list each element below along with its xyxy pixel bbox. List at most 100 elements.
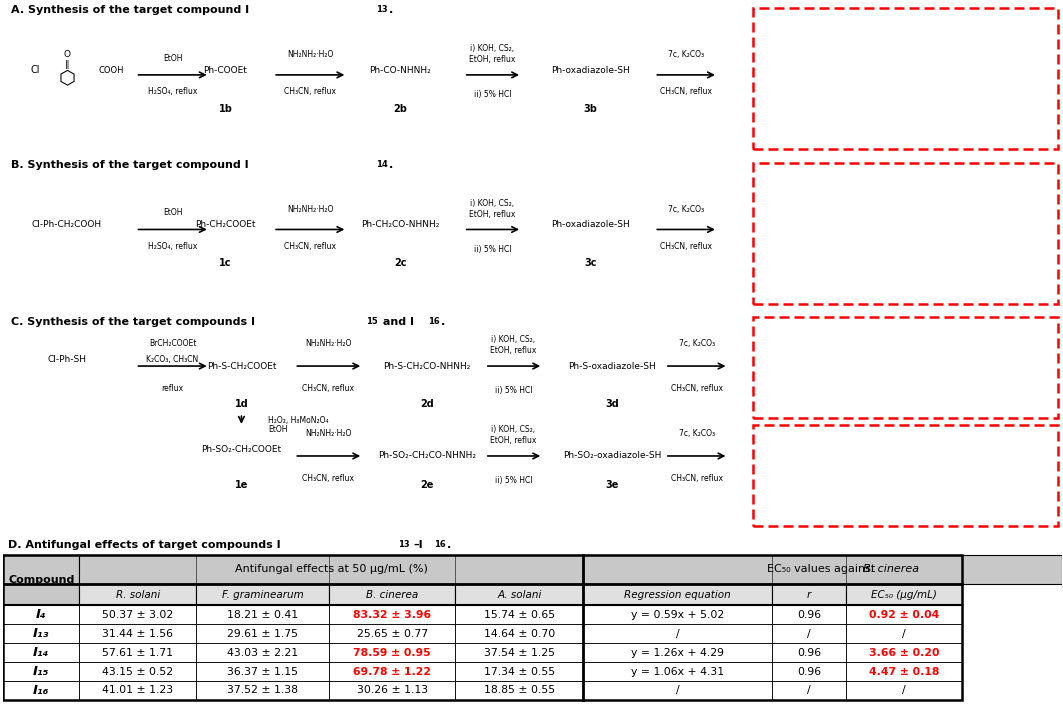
Text: 43.03 ± 2.21: 43.03 ± 2.21 — [227, 648, 298, 658]
Text: EtOH, reflux: EtOH, reflux — [469, 55, 516, 64]
Text: F. graminearum: F. graminearum — [222, 589, 303, 600]
Text: y = 0.59x + 5.02: y = 0.59x + 5.02 — [631, 610, 724, 620]
Text: NH₂NH₂·H₂O: NH₂NH₂·H₂O — [305, 429, 352, 438]
Text: 0.96: 0.96 — [797, 610, 821, 620]
Text: 2c: 2c — [394, 258, 406, 268]
Text: H₂SO₄, reflux: H₂SO₄, reflux — [148, 242, 198, 251]
Text: I₁₅: I₁₅ — [897, 364, 913, 377]
Text: K₂CO₃, CH₃CN: K₂CO₃, CH₃CN — [147, 355, 199, 364]
Bar — [3, 643, 80, 662]
Text: CH₃CN, reflux: CH₃CN, reflux — [671, 474, 723, 483]
Text: 7c, K₂CO₃: 7c, K₂CO₃ — [668, 51, 704, 59]
Bar — [772, 662, 846, 681]
Text: D. Antifungal effects of target compounds I: D. Antifungal effects of target compound… — [9, 540, 281, 550]
Text: 0.92 ± 0.04: 0.92 ± 0.04 — [870, 610, 940, 620]
Text: Ph-oxadiazole-SH: Ph-oxadiazole-SH — [552, 65, 630, 75]
Bar — [584, 662, 772, 681]
Bar — [846, 605, 962, 624]
Text: ii) 5% HCl: ii) 5% HCl — [494, 476, 533, 485]
Text: 13: 13 — [399, 540, 409, 548]
Text: r: r — [807, 589, 811, 600]
Text: 83.32 ± 3.96: 83.32 ± 3.96 — [353, 610, 432, 620]
Bar — [3, 555, 962, 700]
Text: 2e: 2e — [420, 480, 434, 490]
Bar — [330, 662, 455, 681]
Bar — [455, 584, 584, 605]
Text: Compound: Compound — [9, 575, 74, 585]
Text: .: . — [389, 160, 393, 170]
Text: CH₃CN, reflux: CH₃CN, reflux — [284, 87, 336, 96]
Text: 16: 16 — [434, 540, 445, 548]
Bar — [330, 605, 455, 624]
Text: 1b: 1b — [219, 104, 233, 114]
Text: and I: and I — [379, 317, 415, 327]
Text: 3e: 3e — [605, 480, 619, 490]
Bar — [80, 643, 196, 662]
Text: B. cinerea: B. cinerea — [863, 564, 919, 574]
Text: I₁₄: I₁₄ — [33, 646, 50, 659]
Text: O
‖: O ‖ — [63, 50, 70, 69]
Text: I₄: I₄ — [36, 608, 47, 622]
Text: 16: 16 — [427, 317, 439, 325]
Bar — [3, 605, 80, 624]
Bar — [772, 624, 846, 643]
Text: 18.85 ± 0.55: 18.85 ± 0.55 — [484, 686, 555, 696]
Bar — [584, 605, 772, 624]
Text: i) KOH, CS₂,: i) KOH, CS₂, — [470, 199, 514, 208]
Text: H₂O₂, H₈MoN₂O₄: H₂O₂, H₈MoN₂O₄ — [268, 415, 328, 425]
Bar — [455, 643, 584, 662]
Text: i) KOH, CS₂,: i) KOH, CS₂, — [491, 334, 536, 344]
Text: 57.61 ± 1.71: 57.61 ± 1.71 — [102, 648, 173, 658]
Bar — [846, 643, 962, 662]
Text: 15: 15 — [367, 317, 378, 325]
Text: NH₂NH₂·H₂O: NH₂NH₂·H₂O — [287, 205, 334, 214]
Bar — [584, 643, 772, 662]
Text: i) KOH, CS₂,: i) KOH, CS₂, — [470, 44, 514, 54]
Text: EtOH: EtOH — [268, 425, 287, 434]
Text: /: / — [676, 629, 679, 639]
Text: Cl-Ph-CH₂COOH: Cl-Ph-CH₂COOH — [32, 220, 102, 230]
Text: 50.37 ± 3.02: 50.37 ± 3.02 — [102, 610, 173, 620]
Text: 29.61 ± 1.75: 29.61 ± 1.75 — [227, 629, 298, 639]
Text: 37.54 ± 1.25: 37.54 ± 1.25 — [484, 648, 555, 658]
Text: C. Synthesis of the target compounds I: C. Synthesis of the target compounds I — [11, 317, 255, 327]
Bar — [330, 624, 455, 643]
Text: A. Synthesis of the target compound I: A. Synthesis of the target compound I — [11, 6, 249, 15]
Bar — [772, 643, 846, 662]
Bar — [584, 584, 772, 605]
Text: 7c, K₂CO₃: 7c, K₂CO₃ — [668, 205, 704, 214]
Text: reflux: reflux — [162, 384, 184, 393]
Text: Cl: Cl — [30, 65, 39, 75]
Text: NH₂NH₂·H₂O: NH₂NH₂·H₂O — [305, 339, 352, 348]
Bar — [3, 681, 80, 700]
Text: Ph-S-oxadiazole-SH: Ph-S-oxadiazole-SH — [568, 362, 656, 370]
Text: Ph-CH₂CO-NHNH₂: Ph-CH₂CO-NHNH₂ — [361, 220, 439, 230]
Text: 15.74 ± 0.65: 15.74 ± 0.65 — [484, 610, 555, 620]
Text: I₁₆: I₁₆ — [897, 474, 913, 487]
Bar — [846, 624, 962, 643]
Text: 7c, K₂CO₃: 7c, K₂CO₃ — [678, 339, 714, 348]
Text: Ph-CH₂COOEt: Ph-CH₂COOEt — [196, 220, 256, 230]
Bar — [330, 681, 455, 700]
Bar — [196, 605, 330, 624]
Text: 14: 14 — [376, 160, 388, 169]
Bar — [753, 317, 1058, 417]
Text: 2d: 2d — [420, 399, 434, 409]
Text: CH₃CN, reflux: CH₃CN, reflux — [671, 384, 723, 393]
Text: COOH: COOH — [99, 65, 124, 75]
Text: EC₅₀ values against: EC₅₀ values against — [766, 564, 878, 574]
Bar — [3, 555, 80, 605]
Text: I₁₃: I₁₃ — [33, 627, 50, 641]
Bar — [455, 681, 584, 700]
Text: CH₃CN, reflux: CH₃CN, reflux — [302, 474, 354, 483]
Text: H₂SO₄, reflux: H₂SO₄, reflux — [148, 87, 198, 96]
Text: 25.65 ± 0.77: 25.65 ± 0.77 — [357, 629, 427, 639]
Bar — [846, 584, 962, 605]
Bar — [80, 681, 196, 700]
Bar — [80, 584, 196, 605]
Text: EtOH, reflux: EtOH, reflux — [490, 436, 537, 445]
Text: 43.15 ± 0.52: 43.15 ± 0.52 — [102, 667, 173, 677]
Bar — [196, 662, 330, 681]
Text: EtOH, reflux: EtOH, reflux — [490, 346, 537, 355]
Text: .: . — [440, 317, 444, 327]
